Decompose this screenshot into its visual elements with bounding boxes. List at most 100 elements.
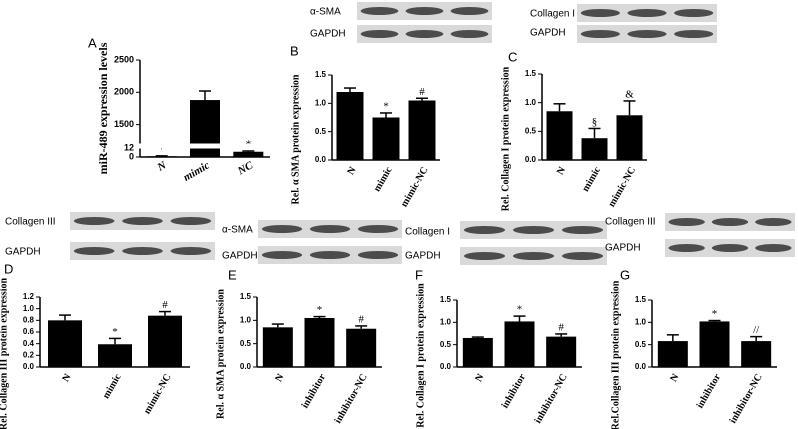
blot-band bbox=[755, 244, 792, 252]
blot-band bbox=[561, 252, 604, 260]
panel-label: G bbox=[620, 267, 630, 282]
panel-label: A bbox=[88, 35, 97, 50]
x-tick-label: mimic bbox=[580, 165, 603, 194]
bar bbox=[346, 328, 377, 367]
blot-band bbox=[170, 247, 212, 255]
significance-marker: * bbox=[317, 304, 323, 316]
y-tick-label: 0.0 bbox=[23, 362, 35, 371]
blot-band bbox=[450, 30, 489, 38]
bar bbox=[304, 318, 335, 367]
bar bbox=[372, 117, 400, 160]
y-tick-label: 12 bbox=[124, 142, 134, 152]
significance-marker: * bbox=[517, 304, 523, 316]
bar bbox=[48, 320, 82, 367]
y-tick-label: 0.0 bbox=[240, 362, 252, 371]
blot-band bbox=[122, 217, 163, 225]
x-tick-label: mimic-NC bbox=[142, 372, 174, 416]
blot-band bbox=[580, 9, 620, 17]
x-tick-label: mimic bbox=[181, 159, 211, 184]
bar bbox=[504, 321, 535, 367]
x-tick-label: inhibitor bbox=[500, 372, 529, 411]
y-tick-label: 0.0 bbox=[525, 155, 537, 164]
significance-marker: * bbox=[159, 143, 165, 155]
x-tick-label: N bbox=[473, 371, 487, 383]
y-tick-label: 0.5 bbox=[525, 126, 537, 135]
bar bbox=[616, 115, 643, 160]
x-tick-label: N bbox=[60, 371, 74, 383]
x-tick-label: N bbox=[155, 159, 170, 174]
blot-band bbox=[463, 252, 506, 260]
blot-label: α-SMA bbox=[310, 7, 341, 18]
y-tick-label: 1.5 bbox=[440, 295, 452, 304]
y-tick-label: 1.0 bbox=[635, 317, 647, 326]
blot-band bbox=[711, 244, 749, 252]
x-tick-label: inhibitor-NC bbox=[533, 372, 570, 425]
blot-band bbox=[73, 217, 115, 225]
significance-marker: # bbox=[419, 86, 425, 98]
x-tick-label: inhibitor bbox=[695, 372, 724, 411]
blot-band bbox=[450, 7, 489, 15]
panel-label: C bbox=[508, 49, 517, 64]
blot-label: GAPDH bbox=[530, 28, 566, 39]
blot-label: Collagen I bbox=[530, 9, 575, 20]
y-axis-label: Rel. Collagen I protein expression bbox=[415, 283, 426, 428]
bar bbox=[741, 341, 772, 367]
blot-band bbox=[170, 217, 212, 225]
blot-band bbox=[668, 244, 705, 252]
x-tick-label: NC bbox=[235, 159, 256, 178]
y-tick-label: 0.0 bbox=[440, 362, 452, 371]
blot-band bbox=[261, 251, 303, 259]
y-tick-label: 2500 bbox=[114, 54, 134, 64]
blot-band bbox=[627, 30, 667, 38]
panel-label: E bbox=[228, 267, 237, 282]
blot-band bbox=[122, 247, 163, 255]
y-tick-label: 0.5 bbox=[315, 127, 327, 136]
blot-band bbox=[512, 226, 555, 234]
y-tick-label: 1.0 bbox=[240, 315, 252, 324]
y-tick-label: 1.5 bbox=[240, 292, 252, 301]
bar bbox=[546, 111, 573, 160]
bar bbox=[408, 100, 436, 160]
bar bbox=[98, 344, 132, 367]
y-tick-label: 0.2 bbox=[23, 350, 35, 359]
y-tick-label: 0.4 bbox=[23, 339, 35, 348]
axis-break bbox=[134, 143, 264, 149]
y-tick-label: 0.6 bbox=[23, 327, 35, 336]
blot-band bbox=[463, 226, 506, 234]
y-tick-label: 0.8 bbox=[23, 315, 35, 324]
y-tick-label: 0.5 bbox=[240, 339, 252, 348]
blot-band bbox=[627, 9, 667, 17]
blot-band bbox=[405, 30, 444, 38]
bar bbox=[581, 138, 608, 160]
bar bbox=[462, 337, 493, 367]
y-tick-label: 1500 bbox=[114, 119, 134, 129]
y-tick-label: 0.0 bbox=[635, 362, 647, 371]
bar bbox=[148, 315, 182, 367]
blot-label: Collagen I bbox=[405, 227, 450, 238]
y-tick-label: 2000 bbox=[114, 87, 134, 97]
blot-band bbox=[512, 252, 555, 260]
blot-label: GAPDH bbox=[5, 247, 41, 258]
y-tick-label: 1.2 bbox=[23, 292, 35, 301]
blot-band bbox=[674, 9, 714, 17]
x-tick-label: mimic bbox=[101, 372, 124, 401]
x-tick-label: inhibitor-NC bbox=[333, 372, 370, 425]
blot-label: GAPDH bbox=[310, 29, 346, 40]
bar bbox=[546, 336, 577, 367]
blot-band bbox=[73, 247, 115, 255]
x-tick-label: N bbox=[668, 371, 682, 383]
blot-label: α-SMA bbox=[222, 225, 253, 236]
y-tick-label: 1.0 bbox=[440, 317, 452, 326]
significance-marker: // bbox=[753, 324, 760, 336]
y-tick-label: 1.0 bbox=[315, 98, 327, 107]
y-axis-label: Rel. α SMA protein expression bbox=[215, 289, 226, 419]
x-tick-label: N bbox=[555, 164, 569, 176]
y-tick-label: 0.5 bbox=[635, 340, 647, 349]
panel-label: D bbox=[4, 261, 13, 276]
blot-band bbox=[580, 30, 620, 38]
y-tick-label: 1.5 bbox=[525, 69, 537, 78]
blot-band bbox=[561, 226, 604, 234]
blot-band bbox=[309, 251, 351, 259]
blot-band bbox=[711, 218, 749, 226]
